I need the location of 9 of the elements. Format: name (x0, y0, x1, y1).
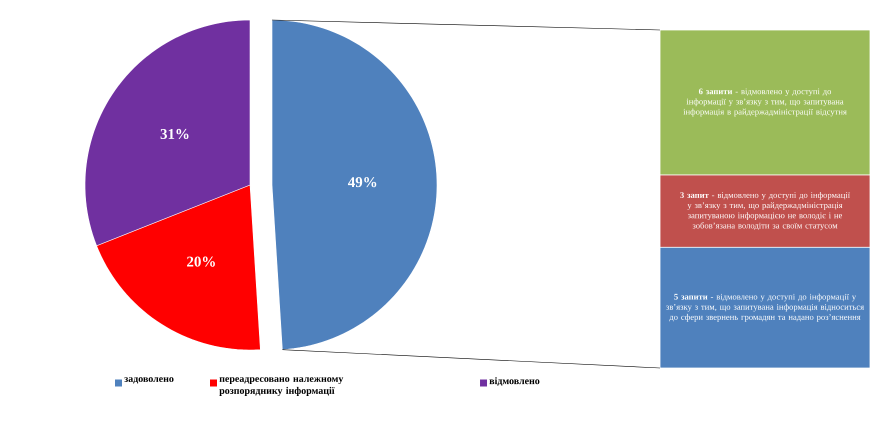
legend-label: відмовлено (489, 377, 540, 386)
legend-label: задоволено (124, 377, 174, 384)
data-label: 31% (160, 128, 188, 140)
data-label: 6 запити - відмовлено у доступі до інформації у зв’язку з тим, що запитувана інформація в райдержадміністрації відсутня (683, 88, 847, 116)
data-label: 3 запит - відмовлено у доступі до інформації у зв’язку з тим, що райдержадміністрація запитуваною інформацією не володіє і не зобов’язана володіти за своїм статусом (680, 192, 850, 230)
legend-label: переадресовано належному розпоряднику інформації (219, 377, 344, 396)
data-label: 5 запити - відмовлено у доступі до інформації у зв’язку з тим, що запитувана інформація відноситься до сфери звернень громадян та надано роз’яснення (666, 294, 864, 322)
data-label: 49% (348, 177, 376, 188)
data-label: 20% (187, 256, 215, 267)
